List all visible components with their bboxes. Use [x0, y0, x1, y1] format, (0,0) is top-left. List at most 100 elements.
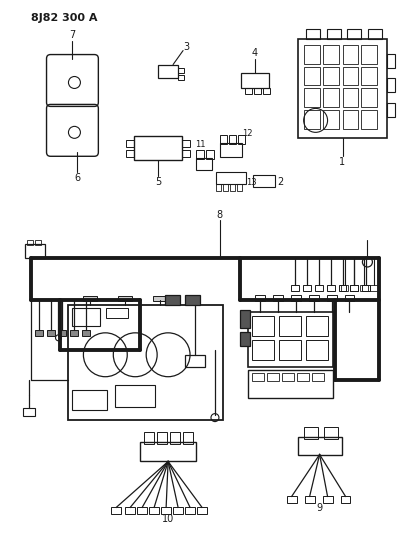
- Bar: [309, 295, 319, 301]
- Text: 8: 8: [217, 210, 223, 220]
- Bar: [387, 78, 395, 92]
- Bar: [297, 373, 309, 381]
- Bar: [106, 308, 128, 318]
- Bar: [267, 373, 279, 381]
- Bar: [305, 340, 328, 360]
- Bar: [182, 150, 190, 157]
- Bar: [361, 67, 377, 85]
- Bar: [196, 150, 204, 159]
- Bar: [326, 295, 337, 301]
- Bar: [140, 441, 196, 462]
- Bar: [361, 110, 377, 130]
- Bar: [178, 76, 184, 80]
- Bar: [229, 135, 236, 144]
- Bar: [322, 110, 339, 130]
- Bar: [279, 340, 301, 360]
- Bar: [216, 184, 221, 191]
- Bar: [282, 373, 294, 381]
- Text: 6: 6: [75, 173, 81, 183]
- Text: 5: 5: [155, 177, 161, 187]
- Bar: [341, 285, 349, 291]
- Bar: [206, 150, 214, 159]
- Bar: [322, 88, 339, 108]
- Bar: [58, 330, 66, 336]
- Bar: [157, 432, 167, 443]
- Bar: [82, 330, 90, 336]
- Bar: [245, 88, 252, 94]
- Bar: [263, 88, 270, 94]
- Bar: [361, 45, 377, 63]
- Bar: [223, 184, 228, 191]
- Bar: [370, 285, 378, 291]
- Text: 7: 7: [69, 30, 76, 39]
- Bar: [368, 29, 382, 38]
- Bar: [220, 143, 242, 157]
- Bar: [185, 507, 195, 514]
- Bar: [298, 437, 341, 455]
- Bar: [248, 370, 332, 398]
- Bar: [178, 68, 184, 72]
- Bar: [343, 67, 358, 85]
- Bar: [115, 385, 155, 407]
- Bar: [252, 340, 274, 360]
- Bar: [230, 184, 235, 191]
- Bar: [315, 285, 322, 291]
- Bar: [303, 67, 320, 85]
- Bar: [153, 296, 167, 301]
- Bar: [339, 285, 347, 291]
- Text: 4: 4: [252, 47, 258, 58]
- Bar: [158, 64, 178, 78]
- Bar: [197, 507, 207, 514]
- Bar: [83, 296, 98, 301]
- Bar: [35, 330, 43, 336]
- Text: 10: 10: [162, 514, 174, 524]
- Text: 8J82 300 A: 8J82 300 A: [31, 13, 97, 23]
- Bar: [237, 184, 242, 191]
- Bar: [46, 330, 54, 336]
- Bar: [173, 507, 183, 514]
- Bar: [279, 316, 301, 336]
- Bar: [322, 496, 332, 503]
- Bar: [253, 175, 275, 187]
- Bar: [305, 29, 320, 38]
- Bar: [23, 408, 35, 416]
- Bar: [305, 316, 328, 336]
- Bar: [305, 496, 315, 503]
- Bar: [303, 45, 320, 63]
- Bar: [248, 312, 332, 367]
- Bar: [291, 295, 301, 301]
- Bar: [322, 45, 339, 63]
- Bar: [71, 330, 79, 336]
- Bar: [343, 45, 358, 63]
- Bar: [351, 285, 358, 291]
- Bar: [362, 285, 370, 291]
- Text: 13: 13: [247, 177, 257, 187]
- Bar: [324, 426, 338, 439]
- Bar: [170, 432, 180, 443]
- Bar: [73, 308, 100, 326]
- Bar: [326, 285, 334, 291]
- Bar: [125, 507, 135, 514]
- Bar: [185, 295, 200, 305]
- Text: 9: 9: [316, 503, 323, 513]
- Bar: [73, 390, 107, 410]
- Bar: [240, 332, 250, 346]
- Bar: [387, 103, 395, 117]
- Bar: [220, 135, 227, 144]
- Text: 1: 1: [339, 157, 346, 167]
- Text: 11: 11: [195, 140, 205, 149]
- Bar: [144, 432, 154, 443]
- Text: 12: 12: [243, 129, 253, 138]
- Bar: [345, 295, 355, 301]
- Bar: [126, 140, 134, 147]
- Bar: [25, 244, 45, 258]
- Bar: [326, 29, 341, 38]
- Bar: [185, 355, 205, 367]
- Bar: [35, 240, 41, 245]
- Bar: [238, 135, 245, 144]
- Bar: [111, 507, 121, 514]
- Bar: [298, 38, 387, 139]
- Bar: [255, 295, 265, 301]
- Bar: [312, 373, 324, 381]
- Bar: [387, 53, 395, 68]
